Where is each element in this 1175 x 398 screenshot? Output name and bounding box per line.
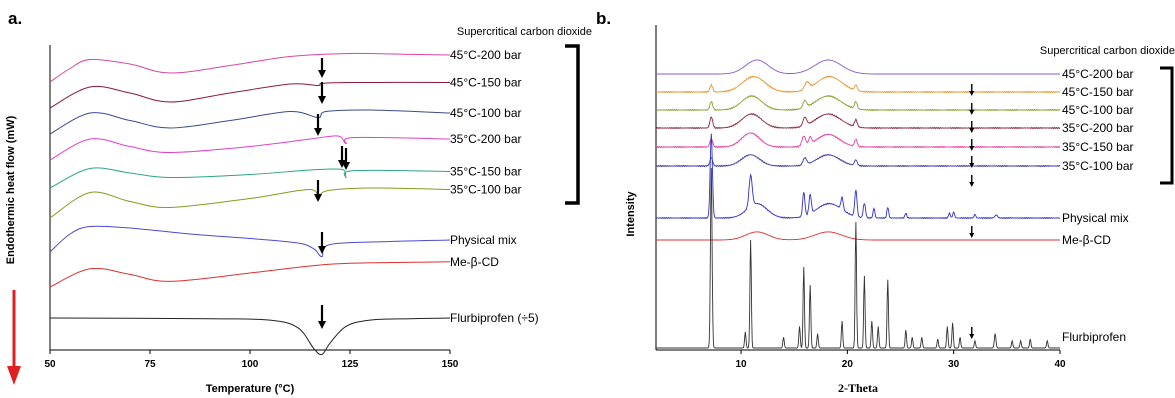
dsc-curve-45-c-200-bar <box>49 52 451 83</box>
xrd-curve-me-cd <box>656 231 1060 241</box>
dsc-peak-arrow <box>318 58 326 78</box>
dsc-label-me-cd: Me-β-CD <box>450 255 499 269</box>
panel-a-x-tick-label: 50 <box>44 359 56 370</box>
xrd-peak-arrow <box>969 175 975 187</box>
xrd-curve-45-c-150-bar <box>655 75 1061 94</box>
panel-b-legend-header: Supercritical carbon dioxide <box>1040 45 1175 57</box>
dsc-peak-arrow <box>318 82 326 104</box>
xrd-curve-35-c-150-bar <box>655 132 1061 149</box>
dsc-curve-35-c-200-bar <box>49 135 451 161</box>
xrd-label-flurbiprofen: Flurbiprofen <box>1062 330 1126 344</box>
dsc-curve-physical-mix <box>49 225 451 258</box>
dsc-curve-45-c-100-bar <box>49 109 451 135</box>
xrd-label-35-c-200-bar: 35°C-200 bar <box>1062 121 1134 135</box>
dsc-label-flurbiprofen-5: Flurbiprofen (÷5) <box>450 311 539 325</box>
xrd-peak-arrow <box>969 121 975 133</box>
xrd-peak-arrow <box>969 139 975 151</box>
xrd-label-35-c-100-bar: 35°C-100 bar <box>1062 159 1134 173</box>
xrd-curve-physical-mix <box>655 133 1061 220</box>
xrd-peak-arrow <box>969 84 975 96</box>
xrd-peak-arrow <box>969 327 975 339</box>
dsc-peak-arrow <box>318 305 326 329</box>
xrd-peak-arrow <box>969 226 975 238</box>
xrd-curve-35-c-200-bar <box>655 112 1061 130</box>
panel-a-y-axis-label: Endothermic heat flow (mW) <box>5 115 17 264</box>
panel-b-x-tick-label: 30 <box>948 359 960 370</box>
dsc-peak-arrow <box>314 114 322 136</box>
panel-b-xrd: b. Supercritical carbon dioxide 2-Theta … <box>596 9 1175 395</box>
xrd-label-45-c-150-bar: 45°C-150 bar <box>1062 85 1134 99</box>
xrd-label-45-c-200-bar: 45°C-200 bar <box>1062 67 1134 81</box>
dsc-label-physical-mix: Physical mix <box>450 233 517 247</box>
dsc-label-45-c-100-bar: 45°C-100 bar <box>450 106 522 120</box>
xrd-label-physical-mix: Physical mix <box>1062 211 1129 225</box>
panel-a-x-tick-label: 125 <box>342 359 359 370</box>
panel-a-dsc: a. Supercritical carbon dioxide Temperat… <box>5 9 592 395</box>
panel-a-legend-header: Supercritical carbon dioxide <box>457 26 592 38</box>
panel-b-x-axis-label: 2-Theta <box>838 381 878 395</box>
panel-a-bracket <box>565 44 580 205</box>
panel-a-x-tick-label: 150 <box>442 359 459 370</box>
xrd-peak-arrow <box>969 103 975 115</box>
panel-b-x-tick-label: 10 <box>735 359 747 370</box>
dsc-label-35-c-100-bar: 35°C-100 bar <box>450 183 522 197</box>
xrd-curve-45-c-200-bar <box>656 59 1060 75</box>
dsc-curve-me-cd <box>49 261 451 288</box>
panel-b-label: b. <box>596 9 611 28</box>
panel-b-x-tick-label: 20 <box>842 359 854 370</box>
dsc-curve-45-c-150-bar <box>49 81 451 109</box>
xrd-curve-45-c-100-bar <box>655 94 1061 112</box>
panel-b-x-tick-label: 40 <box>1054 359 1066 370</box>
xrd-label-35-c-150-bar: 35°C-150 bar <box>1062 140 1134 154</box>
panel-a-x-tick-label: 100 <box>242 359 259 370</box>
panel-b-bracket <box>1160 66 1174 185</box>
dsc-curve-35-c-100-bar <box>49 187 451 219</box>
panel-a-x-tick-label: 75 <box>144 359 156 370</box>
panel-a-label: a. <box>8 9 22 28</box>
dsc-label-45-c-200-bar: 45°C-200 bar <box>450 48 522 62</box>
xrd-curve-35-c-100-bar <box>655 153 1061 168</box>
dsc-peak-arrow <box>342 148 350 170</box>
dsc-curve-flurbiprofen-5 <box>49 317 451 356</box>
dsc-peak-arrow <box>314 180 322 202</box>
dsc-label-35-c-200-bar: 35°C-200 bar <box>450 132 522 146</box>
xrd-peak-arrow <box>969 156 975 168</box>
panel-a-x-axis-label: Temperature (°C) <box>206 383 295 395</box>
dsc-label-35-c-150-bar: 35°C-150 bar <box>450 165 522 179</box>
dsc-curve-35-c-150-bar <box>49 167 451 189</box>
heat-flow-direction-arrow <box>7 290 21 385</box>
dsc-peak-arrow <box>318 232 326 254</box>
xrd-label-45-c-100-bar: 45°C-100 bar <box>1062 103 1134 117</box>
xrd-curve-flurbiprofen <box>656 167 1060 349</box>
dsc-label-45-c-150-bar: 45°C-150 bar <box>450 76 522 90</box>
xrd-label-me-cd: Me-β-CD <box>1062 233 1111 247</box>
panel-b-y-axis-label: Intensity <box>625 191 637 237</box>
